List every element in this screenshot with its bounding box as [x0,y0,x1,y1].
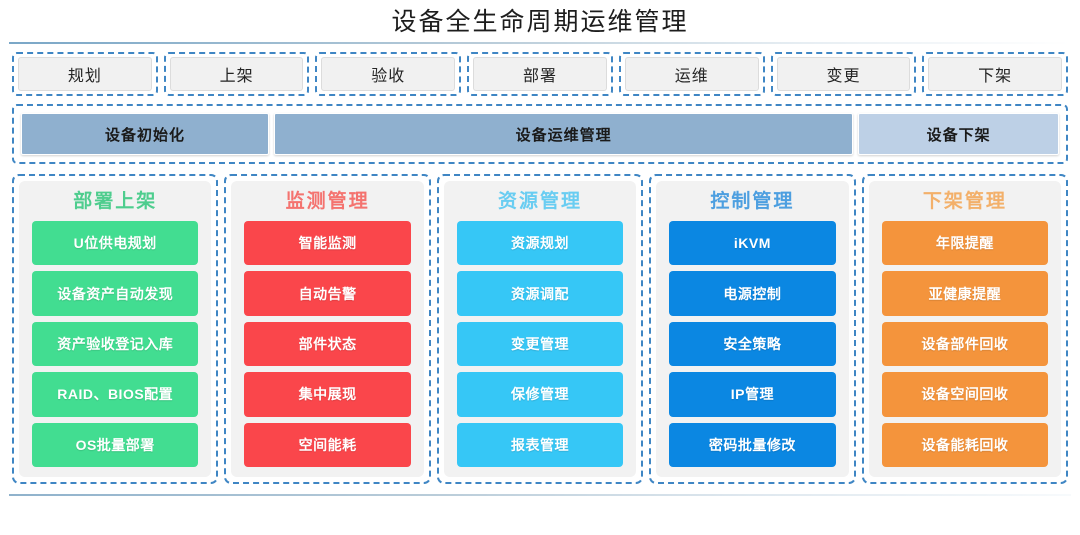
page-title-bar: 设备全生命周期运维管理 [0,0,1080,42]
category-card-title: 监测管理 [285,190,370,212]
category-item[interactable]: 年限提醒 [881,221,1049,266]
stage-chip-label: 上架 [169,57,304,91]
stage-chip[interactable]: 部署 [467,52,613,96]
stage-row: 规划 上架 验收 部署 运维 变更 下架 [0,44,1080,100]
stage-chip-label: 规划 [18,57,152,91]
stage-chip[interactable]: 变更 [770,52,917,96]
stage-chip-label: 运维 [624,57,759,91]
phase-row: 设备初始化 设备运维管理 设备下架 [12,104,1068,164]
category-item[interactable]: 设备部件回收 [881,321,1049,367]
category-item[interactable]: 亚健康提醒 [881,271,1049,316]
category-card: 资源管理资源规划资源调配变更管理保修管理报表管理 [436,174,644,484]
stage-chip[interactable]: 验收 [315,52,462,96]
category-item-list: 智能监测自动告警部件状态集中展现空间能耗 [244,221,411,468]
category-item[interactable]: 设备资产自动发现 [32,271,199,316]
stage-chip-label: 下架 [928,57,1063,91]
phase-bar[interactable]: 设备下架 [858,113,1059,155]
category-item[interactable]: 保修管理 [456,372,624,417]
category-card: 部署上架 U位供电规划 设备资产自动发现 资产验收登记入库 RAID、BIOS配置 OS批… [12,174,219,484]
stage-chip-label: 部署 [473,57,607,91]
category-card: 控制管理 iKVM 电源控制安全策略 IP管理密码批量修改 [649,174,856,484]
category-item[interactable]: 设备能耗回收 [881,422,1049,468]
stage-chip[interactable]: 运维 [618,52,765,96]
category-card-body: 资源管理资源规划资源调配变更管理保修管理报表管理 [443,181,637,477]
category-item[interactable]: RAID、BIOS配置 [32,372,199,417]
category-item[interactable]: 安全策略 [669,321,836,367]
category-item-list: iKVM 电源控制安全策略 IP管理密码批量修改 [669,221,836,468]
category-item-list: 年限提醒亚健康提醒设备部件回收 设备空间回收 设备能耗回收 [881,221,1049,468]
category-item[interactable]: IP管理 [669,372,836,417]
category-card-body: 控制管理 iKVM 电源控制安全策略 IP管理密码批量修改 [656,181,849,477]
category-card-title: 控制管理 [710,190,795,212]
phase-bar[interactable]: 设备运维管理 [274,113,854,155]
category-item[interactable]: OS批量部署 [32,422,199,468]
stage-chip[interactable]: 上架 [163,52,310,96]
category-card-body: 下架管理年限提醒亚健康提醒设备部件回收 设备空间回收 设备能耗回收 [868,181,1062,477]
category-item-list: U位供电规划 设备资产自动发现 资产验收登记入库 RAID、BIOS配置 OS批量部署 [32,221,199,468]
category-item[interactable]: 资源调配 [456,271,624,316]
category-card-body: 部署上架 U位供电规划 设备资产自动发现 资产验收登记入库 RAID、BIOS配置 OS批… [19,181,212,477]
category-card-title: 资源管理 [498,190,583,212]
stage-chip-label: 变更 [776,57,911,91]
category-card: 下架管理年限提醒亚健康提醒设备部件回收 设备空间回收 设备能耗回收 [861,174,1069,484]
category-item[interactable]: 智能监测 [244,221,411,266]
category-item[interactable]: 资源规划 [456,221,624,266]
category-card-title: 部署上架 [73,190,158,212]
phase-bar[interactable]: 设备初始化 [21,113,270,155]
stage-chip[interactable]: 下架 [922,52,1069,96]
bottom-spacer [0,496,1080,506]
page-title: 设备全生命周期运维管理 [391,6,689,36]
category-item[interactable]: iKVM [669,221,836,266]
category-cards-row: 部署上架 U位供电规划 设备资产自动发现 资产验收登记入库 RAID、BIOS配置 OS批… [0,164,1080,494]
category-item[interactable]: 部件状态 [244,321,411,367]
category-item[interactable]: 集中展现 [244,372,411,417]
category-item-list: 资源规划资源调配变更管理保修管理报表管理 [456,221,624,468]
category-card-title: 下架管理 [922,190,1007,212]
category-card: 监测管理智能监测自动告警部件状态集中展现空间能耗 [224,174,431,484]
stage-chip[interactable]: 规划 [12,52,158,96]
category-item[interactable]: 变更管理 [456,321,624,367]
category-item[interactable]: 密码批量修改 [669,422,836,468]
bottom-divider [9,494,1071,496]
stage-chip-label: 验收 [321,57,456,91]
category-item[interactable]: 报表管理 [456,422,624,468]
category-item[interactable]: 设备空间回收 [881,372,1049,417]
category-item[interactable]: 资产验收登记入库 [32,321,199,367]
category-item[interactable]: U位供电规划 [32,221,199,266]
category-item[interactable]: 空间能耗 [244,422,411,468]
category-item[interactable]: 电源控制 [669,271,836,316]
top-divider [9,42,1071,44]
category-item[interactable]: 自动告警 [244,271,411,316]
category-card-body: 监测管理智能监测自动告警部件状态集中展现空间能耗 [231,181,424,477]
